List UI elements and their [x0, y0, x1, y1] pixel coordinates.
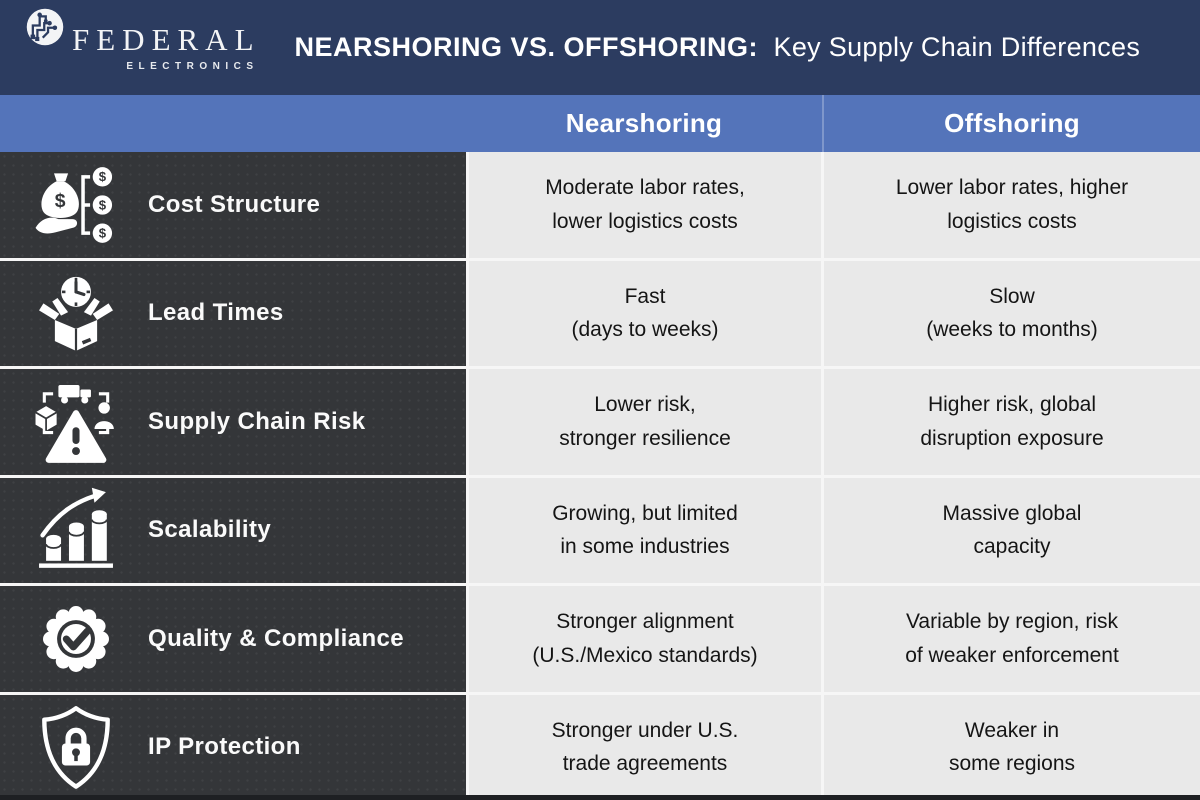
offshoring-cell-cost-structure: Lower labor rates, higher logistics cost…	[824, 152, 1200, 258]
nearshoring-cell-cost-structure: Moderate labor rates, lower logistics co…	[469, 152, 821, 258]
supply-risk-warning-icon	[28, 376, 124, 468]
offshoring-cell-scalability: Massive global capacity	[824, 477, 1200, 583]
cell-text: Lower risk,	[594, 393, 696, 417]
cell-text: Lower labor rates, higher	[895, 176, 1129, 200]
category-label: Cost Structure	[148, 190, 321, 218]
category-label: Supply Chain Risk	[148, 407, 366, 435]
category-cell-scalability: Scalability	[0, 477, 466, 583]
cell-text: Slow	[989, 284, 1035, 308]
column-header-nearshoring: Nearshoring	[469, 95, 824, 152]
cell-text: Massive global	[942, 501, 1082, 525]
money-bag-hand-icon: $ $ $ $	[28, 159, 124, 251]
nearshoring-cell-ip-protection: Stronger under U.S. trade agreements	[469, 694, 821, 795]
cell-text: some regions	[948, 752, 1076, 776]
column-header-offshoring: Offshoring	[944, 108, 1080, 138]
quality-badge-check-icon	[28, 593, 124, 685]
cell-text: Stronger under U.S.	[551, 718, 739, 742]
category-cell-quality-compliance: Quality & Compliance	[0, 586, 466, 692]
category-cell-ip-protection: IP Protection	[0, 694, 466, 795]
cell-text: capacity	[973, 535, 1051, 559]
cell-text: (days to weeks)	[571, 318, 719, 342]
cell-text: Moderate labor rates,	[545, 176, 745, 200]
cell-text: Variable by region, risk	[905, 610, 1119, 634]
growth-chart-icon	[28, 484, 124, 576]
svg-text:$: $	[99, 225, 107, 240]
brand-name: FEDERAL	[72, 21, 261, 57]
page-title-bold: NEARSHORING VS. OFFSHORING:	[294, 32, 759, 62]
cell-text: Weaker in	[964, 718, 1060, 742]
page-title-rest: Key Supply Chain Differences	[773, 32, 1141, 62]
page-title: NEARSHORING VS. OFFSHORING: Key Supply C…	[295, 32, 1141, 63]
cell-text: lower logistics costs	[552, 209, 738, 233]
offshoring-cell-supply-chain-risk: Higher risk, global disruption exposure	[824, 369, 1200, 475]
offshoring-cell-lead-times: Slow (weeks to months)	[824, 260, 1200, 366]
brand-subname: ELECTRONICS	[126, 60, 259, 72]
category-cell-supply-chain-risk: Supply Chain Risk	[0, 369, 466, 475]
cell-text: Growing, but limited	[552, 501, 738, 525]
nearshoring-cell-quality-compliance: Stronger alignment (U.S./Mexico standard…	[469, 586, 821, 692]
cell-text: (weeks to months)	[926, 318, 1098, 342]
category-cell-lead-times: Lead Times	[0, 260, 466, 366]
cell-text: Fast	[624, 284, 666, 308]
cell-text: in some industries	[560, 535, 730, 559]
cell-text: logistics costs	[947, 209, 1077, 233]
offshoring-cell-quality-compliance: Variable by region, risk of weaker enfor…	[824, 586, 1200, 692]
category-label: Quality & Compliance	[148, 624, 405, 652]
top-header-bar: FEDERAL ELECTRONICS NEARSHORING VS. OFFS…	[0, 0, 1200, 95]
box-clock-icon	[28, 267, 124, 359]
svg-text:$: $	[99, 197, 107, 212]
nearshoring-cell-scalability: Growing, but limited in some industries	[469, 477, 821, 583]
comparison-table: $ $ $ $ Cos	[0, 152, 1200, 795]
company-logo: FEDERAL ELECTRONICS	[26, 8, 261, 72]
cell-text: trade agreements	[562, 752, 728, 776]
column-header-band: Nearshoring Offshoring	[0, 95, 1200, 152]
svg-text:$: $	[55, 190, 66, 212]
nearshoring-cell-supply-chain-risk: Lower risk, stronger resilience	[469, 369, 821, 475]
cell-text: of weaker enforcement	[905, 643, 1119, 667]
category-label: Scalability	[148, 516, 272, 544]
circuit-globe-logo-icon	[26, 8, 64, 46]
offshoring-cell-ip-protection: Weaker in some regions	[824, 694, 1200, 795]
category-label: Lead Times	[148, 299, 284, 327]
cell-text: Stronger alignment	[556, 610, 734, 634]
category-cell-cost-structure: $ $ $ $ Cos	[0, 152, 466, 258]
category-label: IP Protection	[148, 733, 301, 761]
cell-text: (U.S./Mexico standards)	[532, 643, 758, 667]
nearshoring-cell-lead-times: Fast (days to weeks)	[469, 260, 821, 366]
shield-lock-icon	[28, 701, 124, 793]
svg-text:$: $	[99, 169, 107, 184]
cell-text: disruption exposure	[920, 426, 1104, 450]
cell-text: Higher risk, global	[927, 393, 1097, 417]
cell-text: stronger resilience	[559, 426, 731, 450]
